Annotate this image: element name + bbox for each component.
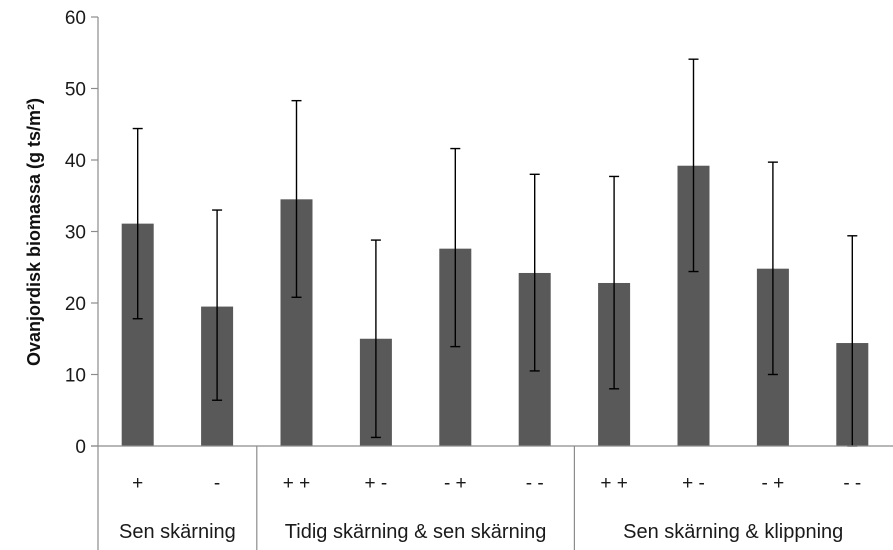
- x-tick-label: - -: [843, 473, 861, 494]
- x-tick-label: - +: [444, 473, 467, 494]
- axes: [91, 17, 893, 447]
- group-label: Tidig skärning & sen skärning: [285, 521, 547, 543]
- y-tick-label: 10: [65, 366, 86, 387]
- error-bars: [132, 58, 858, 447]
- x-tick-label: - +: [762, 473, 785, 494]
- y-tick-label: 50: [65, 80, 86, 101]
- error-bar: [767, 161, 778, 376]
- x-tick-label: - -: [526, 473, 544, 494]
- y-tick-label: 0: [75, 437, 86, 458]
- y-axis-label: Ovanjordisk biomassa (g ts/m²): [24, 98, 44, 366]
- x-tick-label: + -: [365, 473, 388, 494]
- group-label: Sen skärning & klippning: [623, 521, 843, 543]
- y-tick-label: 40: [65, 151, 86, 172]
- error-bar: [688, 58, 699, 273]
- x-tick-label: +: [132, 473, 143, 494]
- bars: [121, 165, 869, 446]
- error-bar: [212, 209, 223, 401]
- error-bar: [132, 127, 143, 320]
- y-tick-label: 30: [65, 223, 86, 244]
- y-axis-ticks: 0 10 20 30 40 50 60: [65, 8, 98, 458]
- x-tick-label: + +: [283, 473, 310, 494]
- category-labels: + - + + + - - + - - + + + - - + - -: [132, 473, 861, 494]
- error-bar: [291, 99, 302, 298]
- x-tick-label: + -: [682, 473, 705, 494]
- y-tick-label: 60: [65, 8, 86, 29]
- group-label: Sen skärning: [119, 521, 236, 543]
- error-bar: [370, 239, 381, 439]
- error-bar: [529, 173, 540, 372]
- error-bar: [450, 147, 461, 348]
- group-labels: Sen skärning Tidig skärning & sen skärnin…: [97, 446, 843, 550]
- error-bar: [609, 175, 620, 390]
- x-tick-label: + +: [600, 473, 627, 494]
- x-tick-label: -: [214, 473, 220, 494]
- y-tick-label: 20: [65, 294, 86, 315]
